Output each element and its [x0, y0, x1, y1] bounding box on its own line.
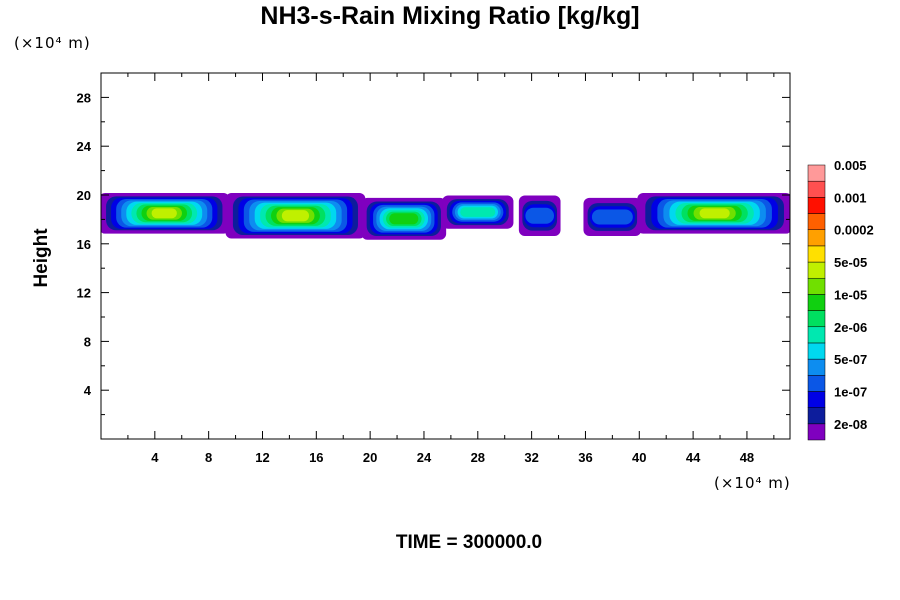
colorbar-swatch: [807, 391, 826, 408]
y-tick-label: 12: [77, 286, 91, 301]
x-tick-label: 20: [363, 450, 377, 465]
contour-band: [518, 195, 561, 237]
colorbar-label: 5e-07: [834, 352, 867, 367]
colorbar-swatch: [807, 213, 826, 230]
colorbar-swatch: [807, 294, 826, 311]
y-tick-label: 16: [77, 237, 91, 252]
colorbar-label: 0.001: [834, 190, 867, 205]
colorbar-swatch: [807, 261, 826, 279]
x-tick-label: 44: [686, 450, 701, 465]
x-tick-label: 28: [471, 450, 485, 465]
y-tick-label: 24: [77, 139, 92, 154]
colorbar: 2e-08 1e-07 5e-07 2e-06 1e-05 5e-05 0.0002 0.00…: [807, 158, 874, 441]
x-tick-label: 8: [205, 450, 212, 465]
contour-band: [637, 193, 790, 234]
colorbar-swatch: [807, 358, 826, 376]
plot-frame: [100, 72, 791, 440]
colorbar-swatch: [807, 310, 826, 328]
colorbar-swatch: [807, 229, 826, 247]
x-tick-label: 40: [632, 450, 646, 465]
colorbar-swatch: [807, 164, 826, 182]
y-axis-unit: (×10⁴ m): [14, 34, 91, 52]
contour-band: [583, 197, 642, 237]
contour-level: [460, 207, 496, 217]
colorbar-label: 1e-05: [834, 287, 867, 302]
colorbar-label: 2e-06: [834, 320, 867, 335]
contour-band: [442, 195, 514, 229]
x-axis: 4 8 12 16 20 24 28 32 36 40 44 48: [127, 73, 775, 465]
x-tick-label: 16: [309, 450, 323, 465]
contour-level: [699, 208, 730, 219]
contour-level: [525, 207, 555, 224]
x-tick-label: 24: [417, 450, 432, 465]
y-tick-label: 20: [77, 188, 91, 203]
colorbar-swatch: [807, 407, 826, 425]
y-tick-label: 8: [84, 334, 91, 349]
contour-level: [281, 210, 310, 222]
colorbar-swatch: [807, 326, 826, 344]
colorbar-swatch: [807, 245, 826, 263]
contour-field: [101, 193, 790, 240]
colorbar-label: 5e-05: [834, 255, 867, 270]
contour-level: [151, 208, 177, 219]
colorbar-label: 0.0002: [834, 223, 874, 238]
x-tick-label: 32: [524, 450, 538, 465]
x-tick-label: 36: [578, 450, 592, 465]
colorbar-swatch: [807, 180, 826, 198]
colorbar-swatch: [807, 423, 826, 441]
y-tick-label: 28: [77, 90, 91, 105]
contour-band: [101, 193, 230, 234]
colorbar-swatch: [807, 375, 826, 392]
x-tick-label: 48: [740, 450, 754, 465]
contour-level: [591, 209, 633, 225]
colorbar-label: 2e-08: [834, 417, 867, 432]
contour-band: [361, 197, 447, 240]
x-tick-label: 12: [255, 450, 269, 465]
y-axis: 4 8 12 16 20 24 28: [77, 90, 790, 416]
chart-title: NH3-s-Rain Mixing Ratio [kg/kg]: [260, 2, 640, 30]
colorbar-swatch: [807, 277, 826, 295]
contour-level: [389, 213, 419, 225]
colorbar-label: 1e-07: [834, 384, 867, 399]
contour-band: [225, 193, 366, 239]
colorbar-swatch: [807, 342, 826, 360]
x-tick-label: 4: [151, 450, 159, 465]
y-tick-label: 4: [84, 383, 92, 398]
x-axis-unit: (×10⁴ m): [714, 474, 791, 492]
colorbar-swatch: [807, 197, 826, 214]
time-footer: TIME = 300000.0: [395, 532, 543, 553]
colorbar-label: 0.005: [834, 158, 867, 173]
